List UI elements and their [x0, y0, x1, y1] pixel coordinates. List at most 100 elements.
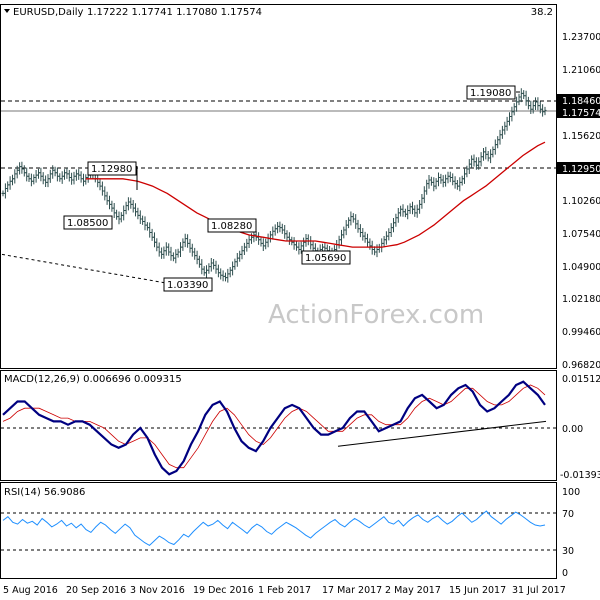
price-bar	[46, 174, 50, 188]
price-bar	[396, 208, 400, 223]
price-bar	[126, 197, 130, 211]
price-bar	[63, 169, 66, 180]
price-bar	[484, 146, 488, 160]
macd-line	[2, 380, 546, 476]
price-bar	[441, 175, 445, 188]
level-tag-lower-text: 1.12950	[562, 164, 600, 175]
price-bar	[432, 177, 436, 192]
header-right-value: 38.2	[531, 7, 553, 18]
price-bar	[500, 125, 504, 139]
price-bar	[505, 116, 509, 131]
price-bar	[72, 171, 76, 185]
x-tick-label: 3 Nov 2016	[130, 585, 185, 596]
annotation-label: 1.05690	[305, 253, 346, 264]
price-bar	[311, 241, 315, 252]
price-bar	[526, 96, 530, 110]
price-bar	[453, 176, 457, 189]
price-bar	[437, 172, 440, 187]
price-bar	[179, 242, 182, 257]
price-bar	[216, 264, 220, 278]
price-bar	[110, 200, 114, 212]
annotation-label: 1.08280	[211, 221, 252, 232]
price-bar	[489, 149, 493, 164]
price-bar	[297, 242, 301, 255]
price-bar	[302, 237, 306, 251]
price-bar	[162, 246, 166, 259]
price-tick-label: 1.04900	[562, 262, 600, 273]
price-bar	[283, 225, 287, 239]
price-bar	[273, 224, 277, 236]
price-bar	[415, 204, 419, 218]
price-bar	[392, 218, 395, 233]
price-bar	[366, 233, 369, 248]
price-bar	[472, 154, 476, 167]
price-bar	[536, 97, 540, 111]
price-bar	[448, 171, 452, 183]
price-bar	[155, 238, 159, 252]
price-bar	[470, 155, 474, 168]
price-bar	[309, 236, 313, 250]
price-bar	[181, 238, 185, 251]
rsi-panel-frame	[0, 482, 557, 579]
price-bar	[264, 238, 268, 250]
price-bar	[522, 90, 526, 99]
price-bar	[157, 242, 161, 257]
price-bar	[512, 103, 516, 116]
price-bar	[148, 222, 152, 238]
price-bar	[98, 178, 102, 191]
price-bar	[356, 219, 360, 233]
price-bar	[131, 200, 135, 213]
price-bar	[3, 183, 7, 199]
price-bar	[337, 235, 341, 249]
annotation-box	[163, 277, 213, 292]
x-tick-label: 15 Jun 2017	[449, 585, 506, 596]
price-bar	[384, 231, 388, 245]
price-bar	[351, 213, 355, 223]
symbol-label: EURUSD,Daily	[13, 7, 84, 18]
dropdown-triangle-icon[interactable]	[4, 9, 10, 13]
price-bar	[124, 201, 128, 215]
price-bar	[197, 255, 201, 268]
watermark: ActionForex.com	[268, 300, 484, 330]
macd-title: MACD(12,26,9) 0.006696 0.009315	[4, 374, 182, 385]
price-bar	[399, 205, 403, 217]
rsi-line	[2, 510, 546, 547]
price-tick-label: 1.10260	[562, 196, 600, 207]
price-bar	[463, 168, 466, 184]
price-bar	[375, 244, 379, 258]
macd-signal-line	[2, 384, 546, 469]
price-bar	[245, 238, 249, 252]
price-bar	[82, 173, 85, 187]
price-bar	[406, 205, 410, 220]
annotation-label: 1.19080	[470, 88, 511, 99]
price-bar	[287, 232, 291, 245]
price-bar	[508, 112, 511, 126]
price-bar	[496, 136, 500, 149]
price-bar	[58, 173, 62, 182]
price-bar	[465, 165, 469, 178]
price-bar	[460, 175, 464, 186]
price-bar	[534, 97, 537, 110]
price-bar	[122, 205, 126, 221]
price-bar	[292, 237, 296, 250]
price-bar	[145, 222, 149, 231]
price-bar	[266, 233, 270, 248]
macd-trendline	[337, 420, 547, 447]
price-bar	[531, 101, 535, 114]
price-bar	[242, 242, 246, 255]
price-bar	[380, 238, 384, 253]
price-bar	[96, 173, 100, 188]
rsi-title: RSI(14) 56.9086	[4, 487, 85, 498]
price-bar	[519, 88, 523, 103]
price-bar	[467, 159, 471, 174]
price-bar	[37, 168, 40, 179]
rsi-tick-label: 30	[562, 546, 574, 557]
price-bar	[411, 201, 414, 215]
price-bar	[164, 242, 168, 256]
price-bar	[108, 195, 111, 210]
price-bar	[115, 209, 119, 220]
price-bar	[425, 179, 429, 195]
price-bar	[176, 248, 180, 258]
x-tick-label: 5 Aug 2016	[3, 585, 58, 596]
price-bar	[70, 172, 74, 185]
